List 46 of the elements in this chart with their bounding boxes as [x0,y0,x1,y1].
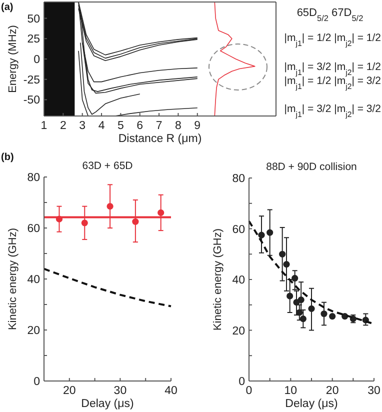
chart-title: 88D + 90D collision [266,161,358,173]
x-tick-label: 3 [79,120,86,132]
y-tick-label: 80 [27,172,40,184]
y-axis-title: Kinetic energy (GHz) [7,228,19,330]
y-tick-label: 50 [27,13,40,26]
y-tick-label: 20 [232,325,245,338]
x-tick-label: 2 [60,120,66,132]
x-tick-label: 30 [368,385,380,397]
x-tick-label: 0 [246,385,252,397]
x-tick-label: 20 [63,385,76,397]
y-tick-label: 25 [27,34,40,46]
x-tick-label: 30 [114,385,127,397]
y-tick-label: 0 [34,376,40,388]
text: |m$_{j1}$| = 3/2 |m$_{j2}$| = 1/2 [284,61,382,76]
x-tick-label: 6 [136,120,144,132]
x-tick-label: 1 [40,120,48,132]
y-tick-label: -50 [23,94,40,107]
text: |m$_{j1}$| = 1/2 |m$_{j2}$| = 3/2 [284,75,382,90]
y-tick-label: 60 [27,223,40,235]
x-tick-label: 7 [156,120,162,132]
y-tick-label: 0 [238,376,245,388]
y-tick-label: 40 [232,274,245,286]
x-tick-label: 8 [175,120,182,132]
x-tick-label: 20 [326,385,339,397]
chart-title: 63D + 65D [82,160,134,172]
x-axis-title: Delay (μs) [285,398,338,410]
y-tick-label: 20 [27,325,40,337]
x-tick-label: 5 [117,120,124,132]
x-tick-label: 40 [164,385,178,397]
y-tick-label: 0 [34,54,40,66]
y-tick-label: 60 [232,224,245,236]
x-axis-title: Distance R (μm) [118,133,202,145]
text: |m$_{j1}$| = 3/2 |m$_{j2}$| = 3/2 [284,103,382,118]
x-tick-label: 4 [98,120,106,132]
x-tick-label: 10 [284,385,298,397]
text: (a) [1,2,14,13]
text: 65D$_{5/2}$ 67D$_{5/2}$ [296,7,364,22]
text: |m$_{j1}$| = 1/2 |m$_{j2}$| = 1/2 [284,32,382,48]
y-axis-title: Kinetic energy (GHz) [212,228,224,331]
x-axis-title: Delay (μs) [81,398,134,410]
text: (b) [1,152,14,163]
x-tick-label: 9 [194,120,201,132]
y-tick-label: 80 [232,173,245,185]
y-axis-title: Energy (MHz) [7,25,19,93]
y-tick-label: 40 [27,274,40,286]
y-tick-label: -25 [23,74,40,86]
